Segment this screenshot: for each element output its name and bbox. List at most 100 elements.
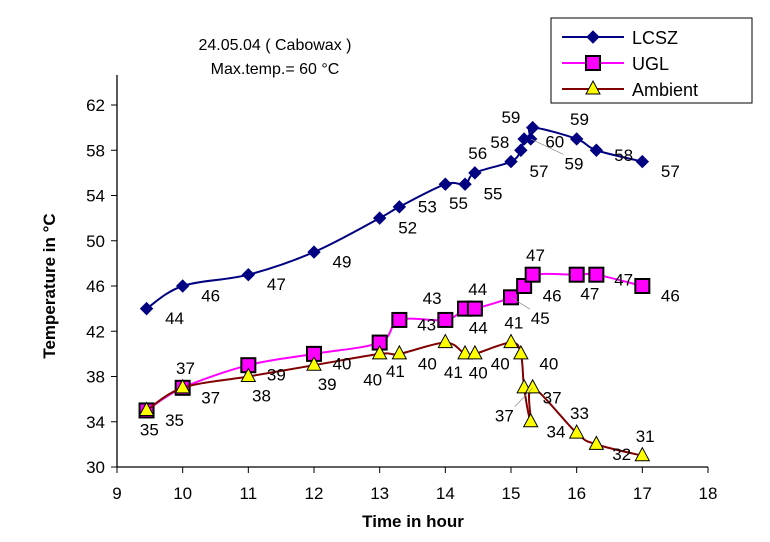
data-point-ambient: [138, 401, 155, 416]
x-tick-label: 13: [370, 484, 389, 503]
data-point-ambient: [467, 344, 483, 360]
data-label-ambient: 37: [495, 407, 514, 426]
legend-label-lcsz: LCSZ: [632, 28, 678, 48]
data-point-ambient: [588, 435, 605, 450]
data-point-ambient: [240, 367, 257, 382]
chart-title-line-2: Max.temp.= 60 °C: [211, 61, 340, 78]
axes: 30 34 38 42 46 50 54 58 62 9 10 11 12 13 14 15 16 17 18: [86, 75, 717, 503]
data-label-ambient: 40: [491, 354, 510, 373]
data-label-lcsz: 57: [661, 162, 680, 181]
data-point-lcsz: [569, 132, 584, 146]
label-leader-line: [510, 297, 530, 310]
data-point-ugl: [588, 266, 605, 283]
data-label-ambient: 40: [363, 370, 382, 389]
data-label-ugl: 47: [526, 246, 545, 265]
x-tick-label: 12: [305, 484, 324, 503]
data-label-lcsz: 46: [201, 287, 220, 306]
data-point-ambient: [174, 378, 191, 394]
data-label-ugl: 45: [531, 309, 550, 328]
data-label-ugl: 46: [661, 287, 680, 306]
data-point-ambient: [371, 344, 388, 360]
data-label-ugl: 35: [165, 411, 184, 430]
legend-marker-ugl: [585, 55, 601, 71]
data-point-lcsz: [458, 177, 472, 191]
data-label-lcsz: 58: [614, 146, 633, 165]
data-point-lcsz: [175, 279, 190, 293]
data-label-ambient: 40: [418, 354, 437, 373]
data-label-ambient: 37: [176, 359, 195, 378]
data-point-lcsz: [307, 245, 321, 259]
data-point-ambient: [391, 344, 408, 360]
x-tick-label: 16: [567, 484, 586, 503]
data-label-lcsz: 57: [530, 162, 549, 181]
data-point-ambient: [437, 333, 454, 349]
data-label-lcsz: 55: [449, 194, 468, 213]
legend-label-ambient: Ambient: [632, 80, 698, 100]
data-label-ambient: 35: [140, 420, 159, 439]
x-axis-title: Time in hour: [362, 512, 464, 531]
data-label-lcsz: 53: [418, 197, 437, 216]
label-leader-line: [514, 387, 533, 407]
data-point-lcsz: [504, 154, 518, 169]
data-label-lcsz: 44: [165, 309, 184, 328]
data-point-ugl: [466, 300, 483, 317]
data-label-ambient: 41: [504, 314, 523, 333]
data-point-ambient: [503, 333, 519, 349]
data-point-ugl: [634, 278, 651, 294]
chart-title-line-1: 24.05.04 ( Cabowax ): [199, 37, 352, 54]
x-tick-label: 15: [502, 484, 521, 503]
data-point-ambient: [457, 344, 473, 360]
y-tick-label: 50: [86, 232, 105, 251]
data-label-lcsz: 58: [490, 133, 509, 152]
data-point-ambient: [524, 378, 541, 394]
data-label-ambient: 41: [444, 363, 463, 382]
series-line-ambient: [145, 341, 643, 457]
series-group: [138, 120, 651, 462]
data-label-ugl: 43: [417, 316, 436, 335]
data-label-ambient: 32: [612, 445, 631, 464]
data-label-lcsz: 49: [333, 253, 352, 272]
data-point-ambient: [568, 424, 585, 439]
data-label-lcsz: 60: [545, 132, 564, 151]
series-line-ugl: [146, 272, 643, 412]
data-label-ugl: 47: [614, 270, 633, 289]
data-label-ugl: 44: [469, 318, 488, 337]
data-point-ugl: [391, 311, 408, 328]
label-leader-line: [530, 138, 564, 155]
y-tick-label: 58: [86, 141, 105, 160]
data-label-lcsz: 47: [267, 275, 286, 294]
label-leader-lines: [510, 138, 564, 407]
data-point-lcsz: [589, 143, 604, 157]
legend-label-ugl: UGL: [632, 54, 669, 74]
data-point-lcsz: [514, 143, 528, 157]
data-point-lcsz: [241, 267, 256, 282]
x-tick-label: 17: [633, 484, 652, 503]
data-label-ugl: 39: [267, 366, 286, 385]
data-point-lcsz: [635, 154, 650, 169]
data-point-lcsz: [525, 120, 540, 135]
legend-marker-ambient: [585, 79, 601, 95]
data-point-ugl: [524, 266, 541, 283]
y-tick-label: 38: [86, 368, 105, 387]
legend: LCSZ UGL Ambient: [550, 17, 753, 104]
data-label-lcsz: 59: [501, 108, 520, 127]
data-label-ambient: 40: [469, 364, 488, 383]
x-tick-label: 18: [699, 484, 718, 503]
data-label-ambient: 38: [252, 386, 271, 405]
data-label-ambient: 37: [543, 388, 562, 407]
data-label-ambient: 34: [547, 422, 566, 441]
data-point-ugl: [568, 266, 585, 283]
data-label-ugl: 47: [580, 285, 599, 304]
data-point-lcsz: [372, 211, 387, 225]
y-tick-label: 54: [86, 187, 105, 206]
data-label-ambient: 40: [539, 354, 558, 373]
data-label-ugl: 41: [386, 362, 405, 381]
data-label-ugl: 37: [201, 388, 220, 407]
x-tick-label: 9: [112, 484, 121, 503]
data-label-ambient: 39: [318, 375, 337, 394]
data-point-lcsz: [139, 301, 154, 316]
x-tick-label: 14: [436, 484, 455, 503]
series-ambient: [138, 333, 651, 462]
